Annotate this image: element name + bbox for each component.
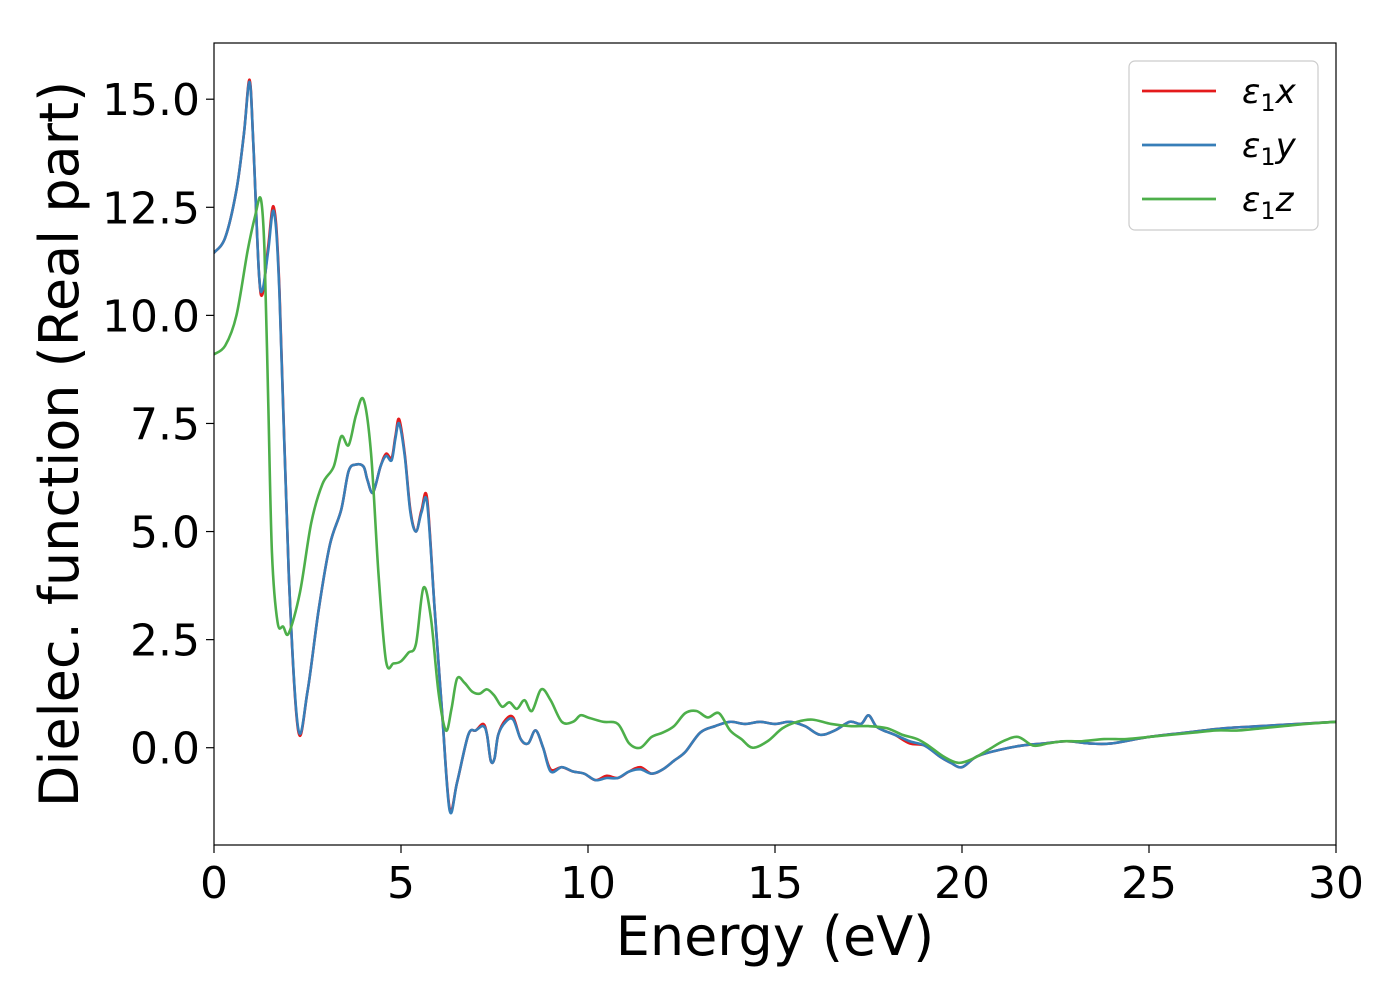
x-tick-label: 30	[1308, 858, 1364, 909]
x-tick-label: 5	[387, 858, 415, 909]
legend-label-z: ε1z	[1242, 180, 1295, 225]
legend-label-x: ε1x	[1242, 72, 1297, 117]
legend-variable: z	[1275, 180, 1295, 220]
legend-subscript: 1	[1260, 89, 1275, 117]
y-tick-label: 0.0	[130, 724, 200, 775]
series-line-y	[214, 80, 1336, 815]
y-tick-label: 7.5	[130, 399, 200, 450]
legend-subscript: 1	[1260, 197, 1275, 225]
legend-variable: x	[1275, 72, 1297, 112]
x-tick-label: 0	[200, 858, 228, 909]
legend-subscript: 1	[1260, 143, 1275, 171]
x-axis-label: Energy (eV)	[616, 905, 935, 968]
x-tick-label: 20	[934, 858, 990, 909]
series-layer	[214, 78, 1336, 815]
x-axis: 0 5 10 15 20 25 30	[200, 845, 1364, 909]
x-tick-label: 15	[747, 858, 803, 909]
y-tick-label: 5.0	[130, 508, 200, 559]
legend-variable: y	[1275, 126, 1297, 166]
y-tick-label: 2.5	[130, 616, 200, 667]
y-axis: 0.0 2.5 5.0 7.5 10.0 12.5 15.0	[102, 75, 214, 775]
y-tick-label: 12.5	[102, 183, 200, 234]
series-line-z	[214, 196, 1336, 765]
y-tick-label: 10.0	[102, 291, 200, 342]
legend-symbol: ε	[1242, 126, 1260, 166]
legend-symbol: ε	[1242, 180, 1260, 220]
legend-label-y: ε1y	[1242, 126, 1297, 171]
legend-symbol: ε	[1242, 72, 1260, 112]
x-tick-label: 10	[560, 858, 616, 909]
y-axis-label: Dielec. function (Real part)	[28, 81, 91, 807]
y-tick-label: 15.0	[102, 75, 200, 126]
legend-box	[1128, 60, 1319, 231]
x-tick-label: 25	[1121, 858, 1177, 909]
